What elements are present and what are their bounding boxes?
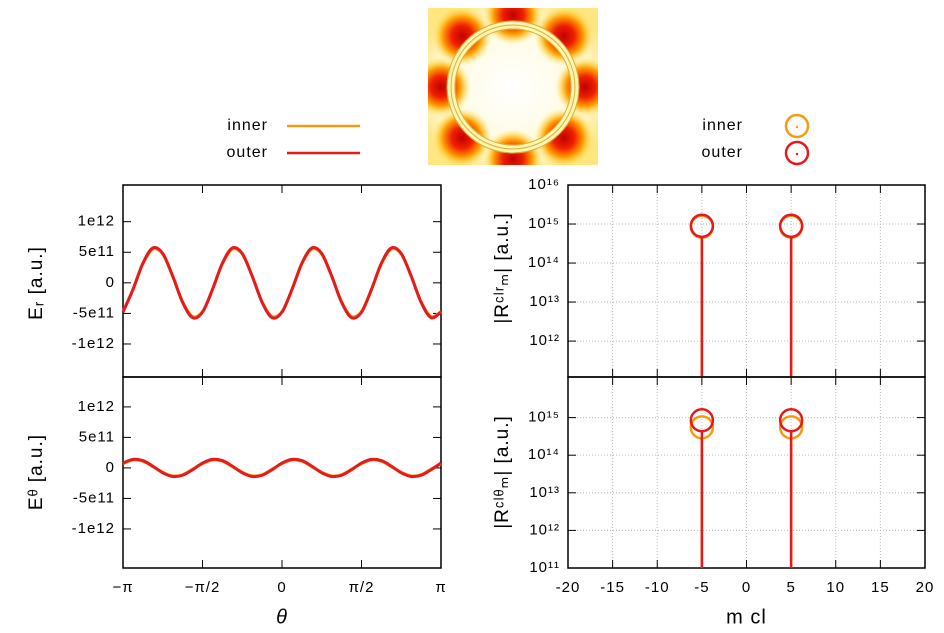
y-tick-label: 10¹² [529,521,560,538]
x-tick-label: π/2 [349,579,375,596]
x-tick-label: π [435,579,446,596]
y-tick-label: 10¹⁴ [528,446,560,463]
y-axis-label: |Rᶜˡʳₘ| [a.u.] [492,212,513,323]
x-tick-label: 10 [826,579,845,596]
legend-label: outer [227,144,268,161]
y-tick-label: 5e11 [79,243,115,260]
plot-frame [123,377,441,568]
x-tick-label: -20 [556,579,581,596]
x-tick-label: 0 [742,579,751,596]
x-tick-label: −π [112,579,133,596]
y-axis-label: Eᶿ [a.u.] [26,434,47,510]
y-axis-label: Eᵣ [a.u.] [26,246,47,320]
x-tick-label: 15 [871,579,890,596]
x-axis-label: θ [276,606,288,628]
x-tick-label: -10 [645,579,670,596]
y-tick-label: 0 [106,459,115,476]
field-image [411,0,615,189]
y-tick-label: 10¹³ [529,293,560,310]
y-tick-label: 5e11 [79,428,115,445]
plot-frame [123,185,441,377]
x-tick-label: 20 [916,579,935,596]
line [123,249,441,317]
y-tick-label: 1e12 [78,213,115,230]
y-tick-label: 10¹² [529,332,560,349]
y-tick-label: -5e11 [73,304,115,321]
x-tick-label: -5 [694,579,709,596]
page: {"chart_data": [ {"type": "line", "ylabe… [0,0,944,633]
y-tick-label: 10¹⁴ [528,254,560,271]
y-tick-label: 1e12 [78,398,115,415]
y-tick-label: 10¹⁵ [528,215,560,232]
y-tick-label: 10¹¹ [529,559,560,576]
x-tick-label: −π/2 [185,579,221,596]
legend-label: outer [702,144,743,161]
legend-swatch [796,126,798,128]
legend-label: inner [702,117,743,134]
legend-swatch [796,153,798,155]
y-tick-label: -5e11 [73,489,115,506]
y-tick-label: 10¹³ [529,484,560,501]
y-tick-label: -1e12 [72,520,115,537]
x-tick-label: 5 [786,579,795,596]
x-axis-label: m cl [726,606,767,628]
y-tick-label: 10¹⁵ [528,409,560,426]
y-tick-label: 0 [106,274,115,291]
x-tick-label: -15 [600,579,625,596]
line [123,247,441,318]
legend-label: inner [227,117,268,134]
y-axis-label: |Rᶜˡᶿₘ| [a.u.] [492,415,513,529]
figure: -1e12 -5e11 0 5e11 1e12 Eᵣ [a.u.] inner outer -1… [0,0,944,633]
x-tick-label: 0 [277,579,286,596]
y-tick-label: 10¹⁶ [528,176,560,193]
y-tick-label: -1e12 [72,335,115,352]
